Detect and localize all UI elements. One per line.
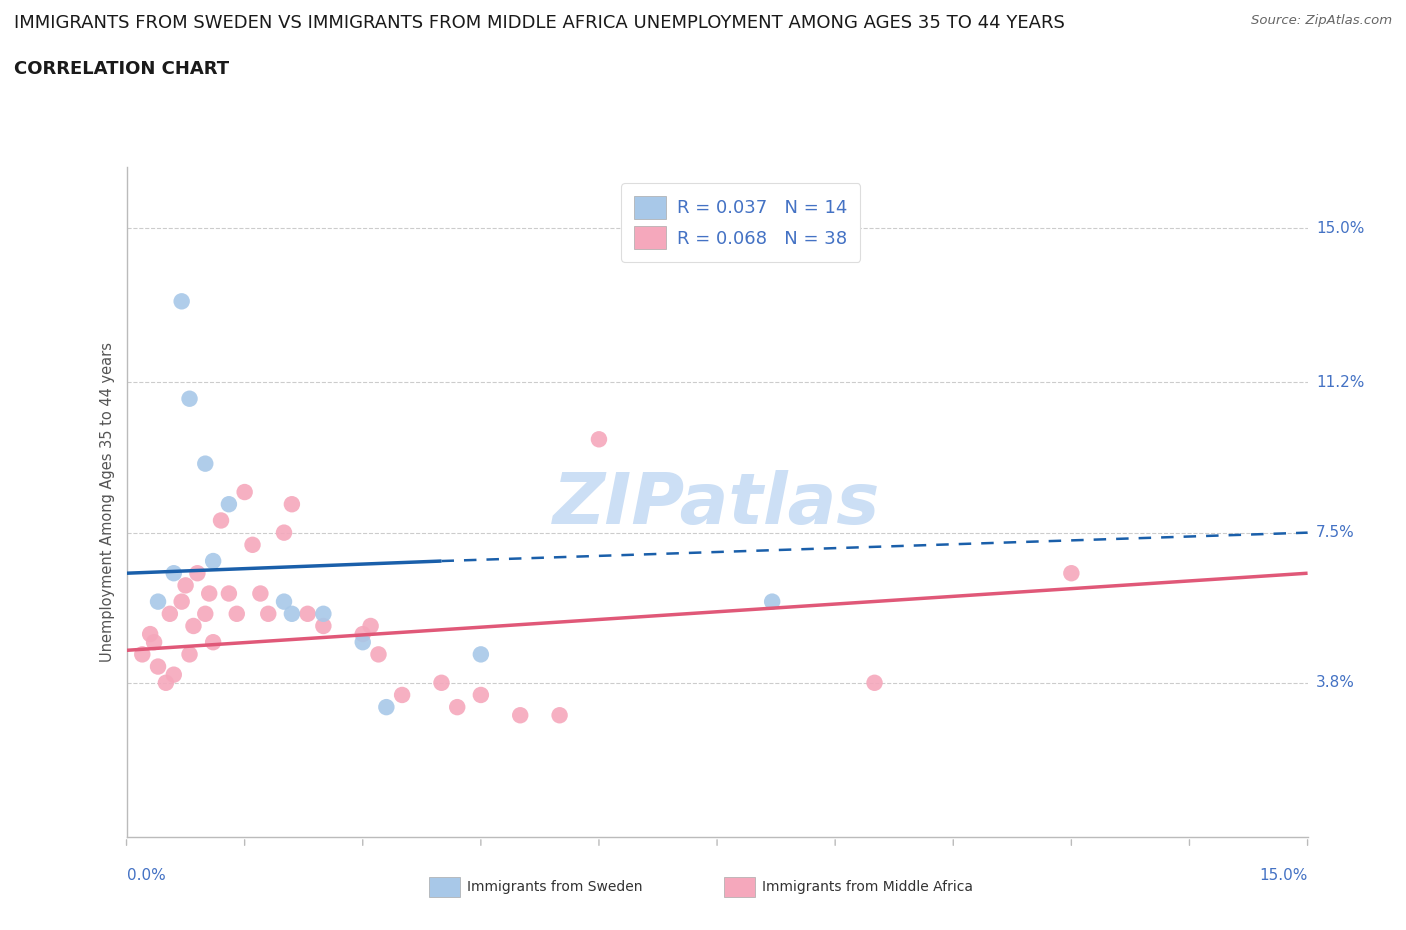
- Point: [509, 708, 531, 723]
- Point: [257, 606, 280, 621]
- Point: [375, 699, 398, 714]
- Point: [297, 606, 319, 621]
- Point: [209, 513, 232, 528]
- Point: [202, 553, 225, 568]
- Point: [273, 594, 295, 609]
- Point: [281, 497, 304, 512]
- Point: [170, 294, 193, 309]
- Point: [163, 565, 186, 580]
- Point: [194, 606, 217, 621]
- Point: [146, 594, 169, 609]
- Point: [225, 606, 247, 621]
- Point: [430, 675, 453, 690]
- Point: [470, 687, 492, 702]
- Point: [360, 618, 382, 633]
- Point: [1060, 565, 1083, 580]
- Point: [159, 606, 181, 621]
- Point: [194, 457, 217, 472]
- Point: [367, 647, 389, 662]
- Point: [312, 618, 335, 633]
- Point: [170, 594, 193, 609]
- Text: IMMIGRANTS FROM SWEDEN VS IMMIGRANTS FROM MIDDLE AFRICA UNEMPLOYMENT AMONG AGES : IMMIGRANTS FROM SWEDEN VS IMMIGRANTS FRO…: [14, 14, 1064, 32]
- Point: [588, 432, 610, 446]
- Text: 15.0%: 15.0%: [1260, 868, 1308, 883]
- Text: ZIPatlas: ZIPatlas: [554, 470, 880, 538]
- Text: 15.0%: 15.0%: [1316, 220, 1364, 236]
- Point: [548, 708, 571, 723]
- Text: 7.5%: 7.5%: [1316, 525, 1354, 540]
- Text: Immigrants from Sweden: Immigrants from Sweden: [467, 880, 643, 895]
- Point: [146, 659, 169, 674]
- Text: 11.2%: 11.2%: [1316, 375, 1364, 390]
- Point: [174, 578, 197, 592]
- Point: [863, 675, 886, 690]
- Point: [183, 618, 205, 633]
- Point: [242, 538, 264, 552]
- Point: [233, 485, 256, 499]
- Point: [186, 565, 208, 580]
- Y-axis label: Unemployment Among Ages 35 to 44 years: Unemployment Among Ages 35 to 44 years: [100, 342, 115, 662]
- Text: 3.8%: 3.8%: [1316, 675, 1355, 690]
- Point: [131, 647, 153, 662]
- Point: [470, 647, 492, 662]
- Text: Immigrants from Middle Africa: Immigrants from Middle Africa: [762, 880, 973, 895]
- Point: [179, 392, 201, 406]
- Point: [352, 635, 374, 650]
- Point: [143, 635, 166, 650]
- Point: [391, 687, 413, 702]
- Text: CORRELATION CHART: CORRELATION CHART: [14, 60, 229, 78]
- Point: [273, 525, 295, 540]
- Text: Source: ZipAtlas.com: Source: ZipAtlas.com: [1251, 14, 1392, 27]
- Point: [179, 647, 201, 662]
- Text: 0.0%: 0.0%: [127, 868, 166, 883]
- Point: [198, 586, 221, 601]
- Point: [218, 497, 240, 512]
- Point: [249, 586, 271, 601]
- Point: [163, 667, 186, 682]
- Point: [139, 627, 162, 642]
- Point: [155, 675, 177, 690]
- Point: [281, 606, 304, 621]
- Point: [312, 606, 335, 621]
- Point: [352, 627, 374, 642]
- Point: [202, 635, 225, 650]
- Legend: R = 0.037   N = 14, R = 0.068   N = 38: R = 0.037 N = 14, R = 0.068 N = 38: [621, 183, 860, 262]
- Point: [446, 699, 468, 714]
- Point: [218, 586, 240, 601]
- Point: [761, 594, 783, 609]
